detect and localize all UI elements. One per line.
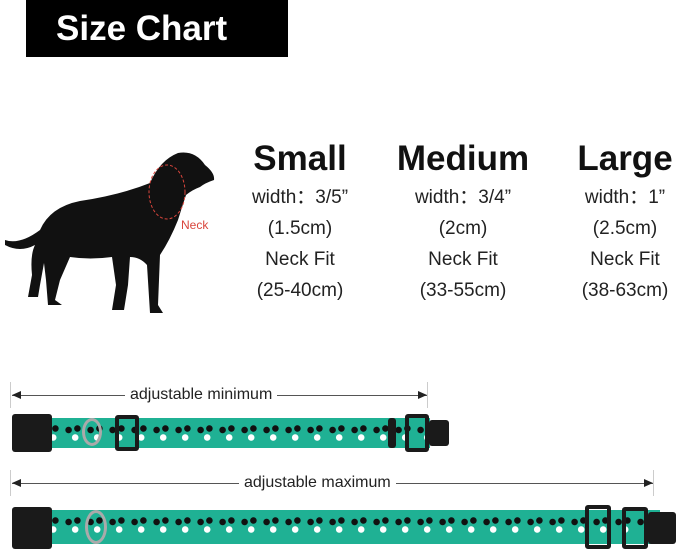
dimension-tick: [427, 382, 428, 408]
size-small: Small width：3/5” (1.5cm) Neck Fit (25-40…: [215, 138, 385, 306]
neck-fit-label: Neck Fit: [590, 249, 660, 270]
size-width: width：3/4”: [414, 187, 512, 208]
size-width-cm: (1.5cm): [267, 218, 333, 239]
size-width-cm: (2.5cm): [592, 218, 658, 239]
dimension-tick: [10, 382, 11, 408]
max-length-label: adjustable maximum: [239, 473, 396, 493]
neck-fit-range: (33-55cm): [419, 280, 507, 301]
dimension-tick: [653, 470, 654, 496]
size-width: width：3/5”: [251, 187, 349, 208]
size-width: width：1”: [584, 187, 666, 208]
min-length-label: adjustable minimum: [125, 385, 278, 405]
size-name: Small: [253, 139, 347, 178]
neck-fit-label: Neck Fit: [428, 249, 498, 270]
size-name: Large: [577, 139, 673, 178]
neck-fit-label: Neck Fit: [265, 249, 335, 270]
size-large: Large width：1” (2.5cm) Neck Fit (38-63cm…: [540, 138, 679, 306]
max-length-arrow: adjustable maximum: [12, 473, 653, 493]
neck-fit-range: (25-40cm): [256, 280, 344, 301]
size-chart-title: Size Chart: [26, 0, 288, 57]
min-length-arrow: adjustable minimum: [12, 385, 427, 405]
neck-label: Neck: [181, 218, 209, 232]
dog-silhouette-icon: [5, 152, 215, 313]
size-name: Medium: [396, 139, 530, 178]
size-width-cm: (2cm): [438, 218, 488, 239]
neck-fit-range: (38-63cm): [581, 280, 669, 301]
size-medium: Medium width：3/4” (2cm) Neck Fit (33-55c…: [378, 138, 548, 306]
dimension-tick: [10, 470, 11, 496]
